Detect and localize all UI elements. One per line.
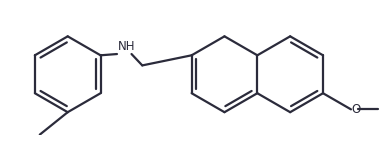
Text: O: O — [351, 103, 361, 116]
Text: NH: NH — [118, 40, 135, 53]
